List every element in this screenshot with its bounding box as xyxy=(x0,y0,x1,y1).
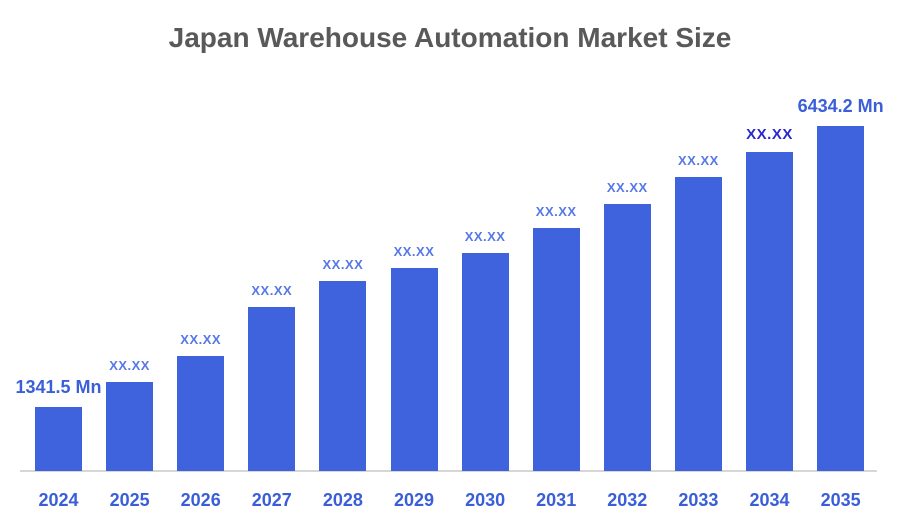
bar-value-label: XX.XX xyxy=(746,126,793,143)
x-axis-tick-label: 2035 xyxy=(820,490,861,510)
x-axis-tick-label: 2025 xyxy=(109,490,150,510)
x-axis-tick-label: 2031 xyxy=(536,490,577,510)
bar-value-label: XX.XX xyxy=(677,153,719,168)
x-axis-tick-label: 2027 xyxy=(251,490,292,510)
bar xyxy=(461,253,509,471)
bar-value-label: XX.XX xyxy=(535,204,577,219)
x-axis-tick-label: 2026 xyxy=(180,490,221,510)
x-axis-line xyxy=(20,470,877,472)
bar xyxy=(746,152,793,471)
x-axis-tick-label: 2033 xyxy=(678,490,719,510)
bar-value-label: XX.XX xyxy=(322,257,364,272)
bar-value-label: XX.XX xyxy=(464,229,506,244)
bar xyxy=(177,356,225,471)
bar xyxy=(35,407,82,471)
bar-value-label: XX.XX xyxy=(109,358,150,373)
x-axis-tick-label: 2028 xyxy=(322,490,363,510)
chart-title: Japan Warehouse Automation Market Size xyxy=(168,22,732,53)
bar-value-label: XX.XX xyxy=(606,180,648,195)
bar xyxy=(603,204,651,471)
x-axis-tick-label: 2032 xyxy=(607,490,648,510)
bar-value-label: XX.XX xyxy=(180,332,222,347)
bar xyxy=(817,126,865,471)
x-axis-tick-label: 2024 xyxy=(38,490,79,510)
bar xyxy=(248,307,296,471)
x-axis-tick-label: 2029 xyxy=(393,490,435,510)
bar xyxy=(390,268,438,471)
bar xyxy=(106,382,154,471)
x-axis-tick-label: 2034 xyxy=(749,490,790,510)
bar xyxy=(319,281,367,471)
bar xyxy=(532,228,580,471)
bar xyxy=(674,177,722,471)
x-axis-tick-label: 2030 xyxy=(465,490,506,510)
bar-value-label: XX.XX xyxy=(251,283,293,298)
bar-value-label: 1341.5 Mn xyxy=(15,377,102,397)
bar-value-label: 6434.2 Mn xyxy=(797,96,884,116)
bar-value-label: XX.XX xyxy=(393,244,435,259)
